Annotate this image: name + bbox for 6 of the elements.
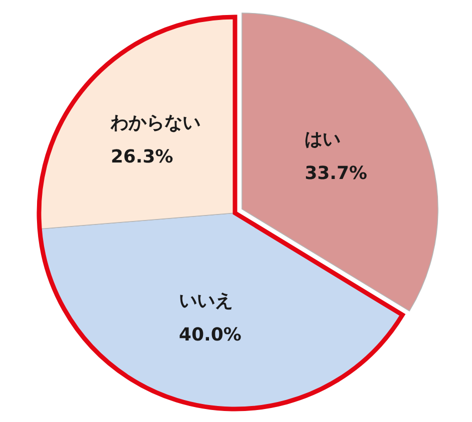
data-label: 40.0%	[178, 324, 242, 346]
data-label: 33.7%	[304, 162, 368, 184]
slice-label: いいえ	[178, 290, 233, 312]
slice-label: わからない	[110, 112, 201, 134]
data-label: 26.3%	[110, 146, 174, 168]
slice-label: はい	[304, 128, 341, 150]
